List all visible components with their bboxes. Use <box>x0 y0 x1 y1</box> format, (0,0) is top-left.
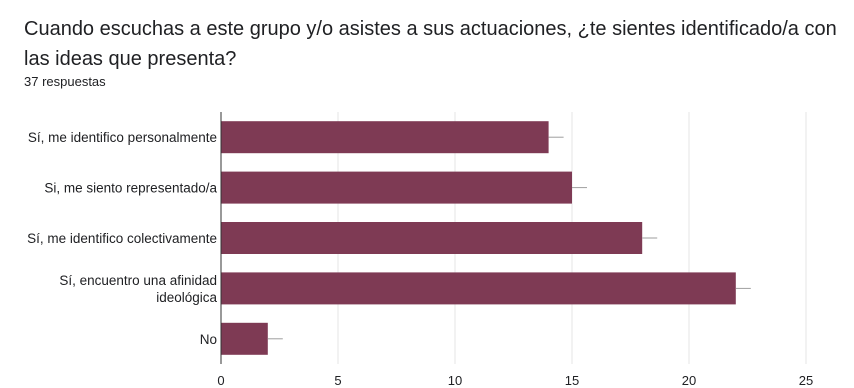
bar <box>221 121 549 154</box>
x-tick-label: 25 <box>799 373 813 388</box>
bar <box>221 222 643 254</box>
bar <box>221 322 268 355</box>
category-label: Sí, encuentro una afinidad <box>59 273 217 288</box>
x-tick-label: 20 <box>682 373 696 388</box>
category-label: No <box>200 332 217 347</box>
x-tick-label: 0 <box>217 373 224 388</box>
x-tick-label: 10 <box>448 373 462 388</box>
category-label: Sí, me identifico personalmente <box>28 130 217 145</box>
category-label: Si, me siento representado/a <box>44 181 217 196</box>
category-label: Sí, me identifico colectivamente <box>27 231 217 246</box>
bar <box>221 171 572 204</box>
category-label: ideológica <box>156 290 217 305</box>
x-tick-label: 5 <box>334 373 341 388</box>
bar <box>221 272 736 305</box>
x-tick-label: 15 <box>565 373 579 388</box>
response-count: 37 respuestas <box>24 74 106 89</box>
question-title: Cuando escuchas a este grupo y/o asistes… <box>24 18 837 70</box>
